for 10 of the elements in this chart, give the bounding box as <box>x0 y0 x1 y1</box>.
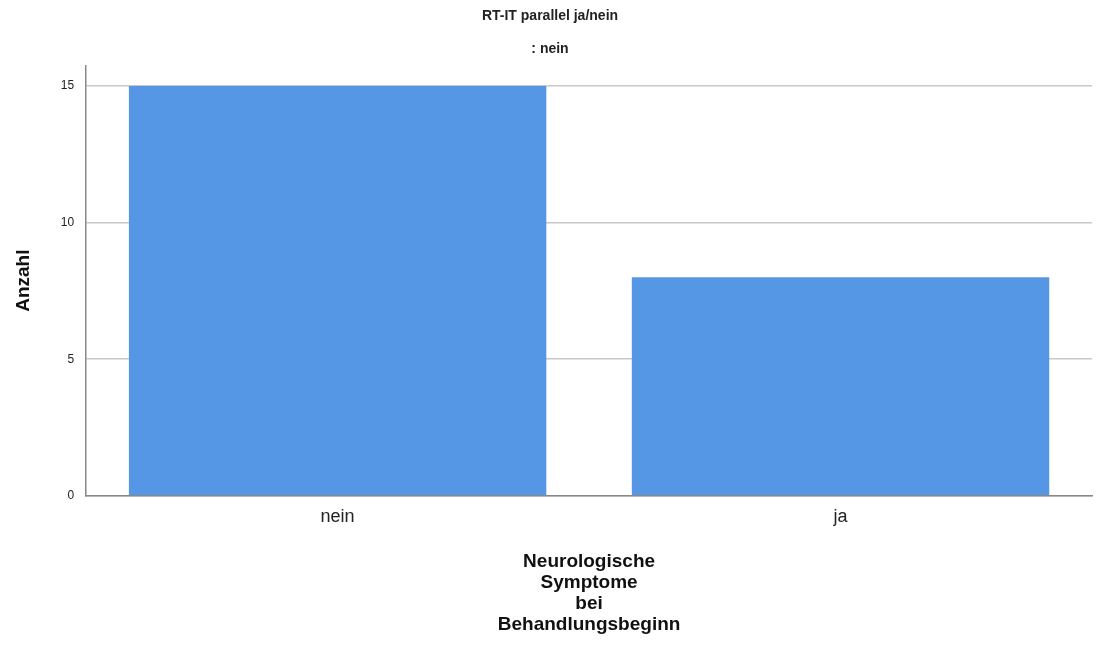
chart-subtitle: : nein <box>531 40 569 57</box>
y-tick-label: 5 <box>67 351 75 366</box>
y-tick-label: 15 <box>60 78 75 93</box>
y-tick-label: 0 <box>67 488 75 503</box>
chart-title: RT-IT parallel ja/nein <box>481 7 619 24</box>
y-axis-title: Anzahl <box>11 249 33 312</box>
x-axis-title: Neurologische Symptome bei Behandlungsbeginn <box>497 550 681 634</box>
x-tick-label: nein <box>320 505 355 526</box>
x-tick-label: ja <box>832 505 849 526</box>
y-tick-label: 10 <box>60 214 75 229</box>
